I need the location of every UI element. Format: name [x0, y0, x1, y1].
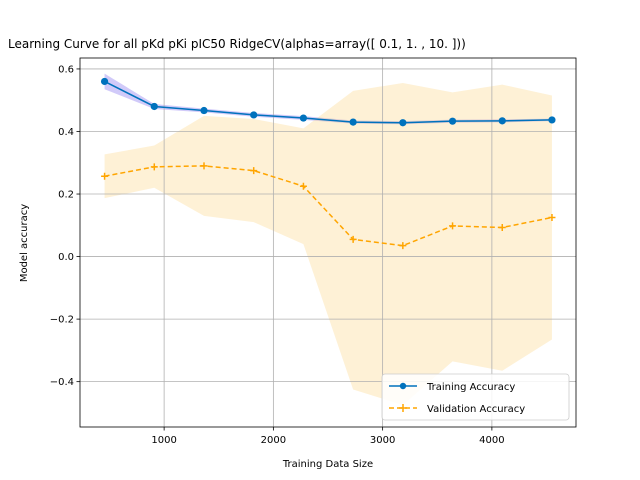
legend-training-marker	[399, 382, 407, 390]
series-lines	[104, 80, 553, 247]
grid-lines	[80, 58, 576, 427]
series-1-point	[101, 172, 109, 180]
y-tick-label: −0.4	[50, 377, 74, 388]
series-1-point	[200, 162, 208, 170]
y-axis-label: Model accuracy	[19, 204, 30, 282]
series-1-band	[104, 83, 552, 406]
x-tick-label: 4000	[479, 435, 504, 446]
series-1-point	[498, 223, 506, 231]
legend-validation-marker	[399, 404, 407, 412]
series-0-point	[150, 102, 158, 111]
series-0-point	[100, 77, 109, 86]
series-0-point	[548, 116, 556, 124]
series-0-line	[104, 80, 552, 124]
series-1-point	[449, 222, 457, 230]
series-1-line	[104, 165, 553, 247]
series-markers	[100, 77, 556, 250]
x-axis-ticks: 1000 2000 3000 4000	[151, 427, 505, 446]
x-axis-label: Training Data Size	[282, 459, 373, 470]
series-0-point	[299, 114, 308, 122]
series-1-point	[548, 213, 556, 221]
series-1-point	[399, 242, 407, 250]
series-0-point	[250, 111, 258, 119]
series-1-point	[150, 163, 158, 171]
x-tick-label: 1000	[151, 435, 176, 446]
plot-area	[79, 57, 577, 428]
y-tick-label: −0.2	[50, 315, 74, 326]
legend: Training Accuracy Validation Accuracy	[381, 373, 570, 421]
series-0-point	[349, 118, 357, 126]
x-tick-label: 3000	[370, 435, 395, 446]
y-axis-ticks: −0.4 −0.2 0.0 0.2 0.4 0.6	[50, 64, 80, 388]
y-tick-label: 0.6	[58, 64, 74, 75]
chart-title: Learning Curve for all pKd pKi pIC50 Rid…	[8, 37, 466, 51]
series-1-point	[250, 167, 258, 175]
series-0-point	[200, 106, 208, 115]
series-0-point	[448, 117, 457, 125]
series-1-point	[349, 235, 357, 243]
y-tick-label: 0.0	[58, 252, 74, 263]
y-tick-label: 0.2	[58, 190, 74, 201]
series-1-point	[299, 182, 307, 190]
series-0-point	[399, 119, 407, 127]
legend-validation-label: Validation Accuracy	[427, 404, 525, 415]
legend-training-label: Training Accuracy	[426, 382, 515, 393]
series-0-point	[498, 117, 506, 125]
legend-box	[381, 373, 570, 421]
y-tick-label: 0.4	[58, 127, 74, 138]
plot-frame	[79, 57, 577, 428]
x-tick-label: 2000	[261, 435, 286, 446]
